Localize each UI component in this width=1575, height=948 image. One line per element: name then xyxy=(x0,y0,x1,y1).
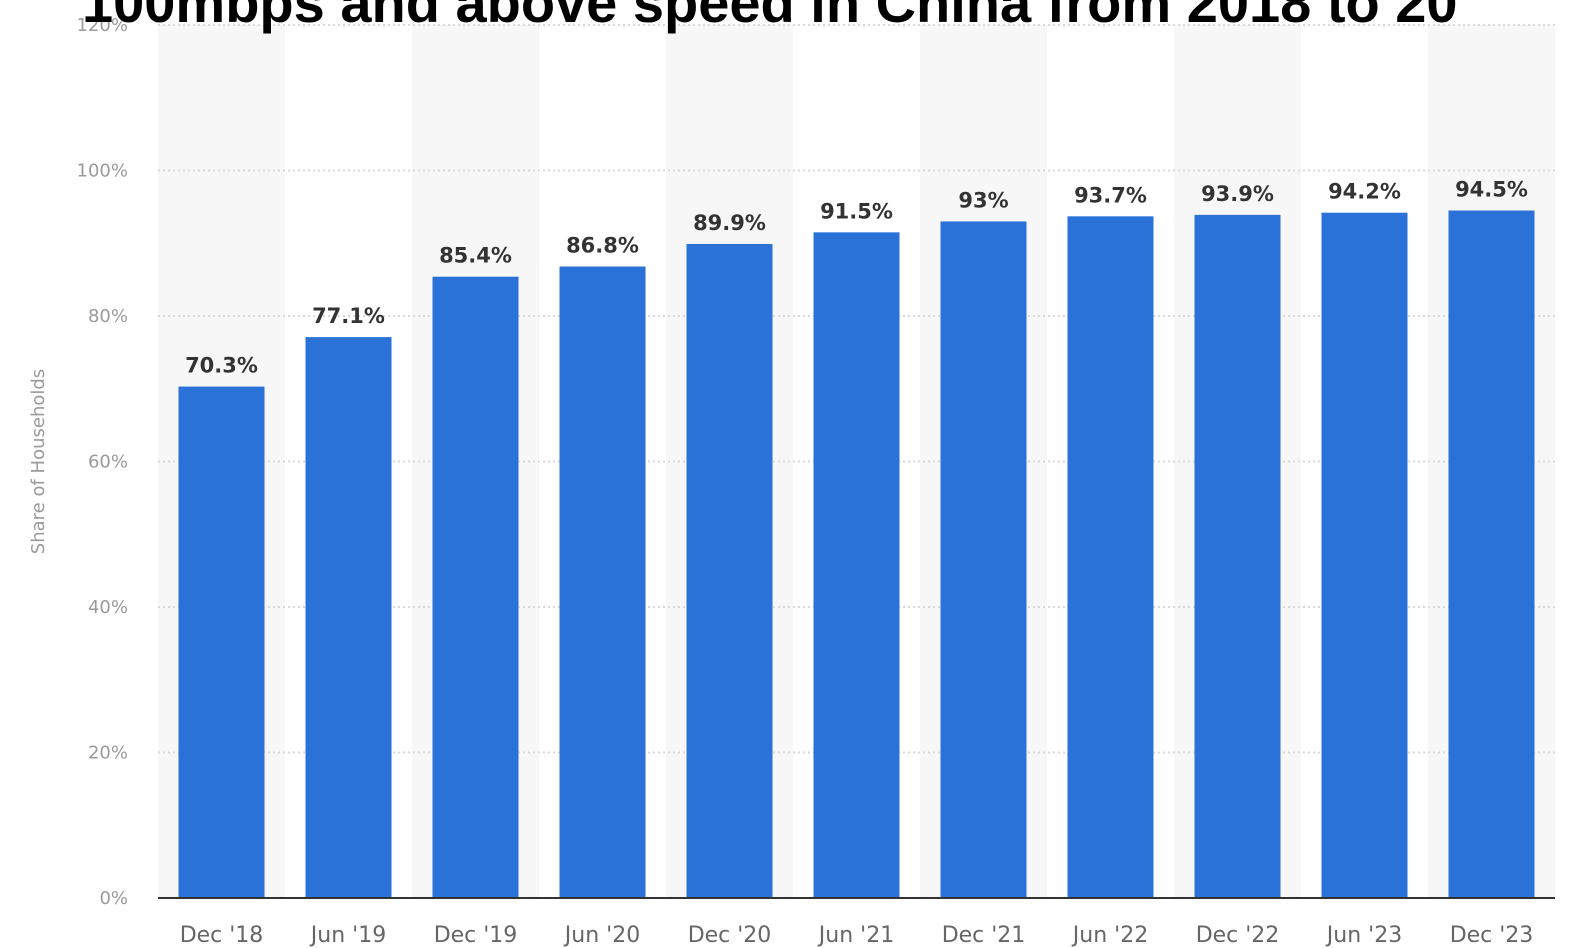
x-tick-label: Jun '21 xyxy=(817,923,894,948)
x-tick-label: Dec '21 xyxy=(942,923,1026,948)
bar xyxy=(432,276,519,899)
data-label: 70.3% xyxy=(185,354,258,378)
data-label: 91.5% xyxy=(820,199,893,223)
bar xyxy=(940,221,1027,899)
bar xyxy=(1067,216,1154,898)
x-tick-label: Jun '22 xyxy=(1071,923,1148,948)
y-tick-label: 0% xyxy=(99,888,128,909)
data-label: 85.4% xyxy=(439,244,512,268)
x-tick-label: Dec '18 xyxy=(180,923,264,948)
y-tick-label: 40% xyxy=(88,597,128,618)
bar xyxy=(813,232,900,898)
data-label: 93.7% xyxy=(1074,183,1147,207)
x-tick-label: Jun '19 xyxy=(309,923,386,948)
data-label: 93% xyxy=(958,188,1008,212)
bars xyxy=(178,210,1535,899)
y-tick-label: 20% xyxy=(88,743,128,764)
data-labels: 70.3% 77.1% 85.4% 86.8% 89.9% 91.5% 93% 93.7% 93… xyxy=(185,178,1528,378)
y-tick-label: 80% xyxy=(88,306,128,327)
y-axis: 0% 20% 40% 60% 80% 100% 120% xyxy=(77,15,128,909)
bar xyxy=(1321,212,1408,898)
bar xyxy=(178,386,265,898)
x-tick-label: Jun '20 xyxy=(563,923,640,948)
data-label: 94.2% xyxy=(1328,180,1401,204)
bar xyxy=(1448,210,1535,898)
data-label: 89.9% xyxy=(693,211,766,235)
x-tick-label: Dec '23 xyxy=(1450,923,1534,948)
y-axis-title: Share of Households xyxy=(28,369,49,554)
x-tick-label: Dec '19 xyxy=(434,923,518,948)
x-axis: Dec '18 Jun '19 Dec '19 Jun '20 Dec '20 Jun '… xyxy=(158,897,1555,948)
chart-title: 100mbps and above speed in China from 20… xyxy=(82,0,1458,34)
x-tick-label: Dec '22 xyxy=(1196,923,1280,948)
y-tick-label: 60% xyxy=(88,452,128,473)
bar xyxy=(1194,214,1281,898)
bar xyxy=(305,337,392,898)
data-label: 77.1% xyxy=(312,304,385,328)
data-label: 93.9% xyxy=(1201,182,1274,206)
y-tick-label: 120% xyxy=(77,15,128,36)
y-tick-label: 100% xyxy=(77,161,128,182)
bar xyxy=(559,266,646,898)
data-label: 86.8% xyxy=(566,234,639,258)
x-tick-label: Dec '20 xyxy=(688,923,772,948)
bar xyxy=(686,243,773,899)
x-tick-label: Jun '23 xyxy=(1325,923,1402,948)
data-label: 94.5% xyxy=(1455,178,1528,202)
